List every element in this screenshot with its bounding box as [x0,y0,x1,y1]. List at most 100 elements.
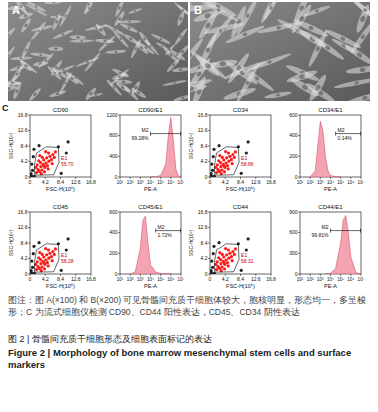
event-dot [212,155,215,158]
event-dot [50,158,53,161]
event-dot [46,164,49,167]
y-tick [208,243,210,244]
event-dot [44,150,47,153]
x-tick-label: 10¹ [117,277,124,282]
cell-nucleus [61,33,65,36]
cell-shape [52,29,74,41]
cell-nucleus [362,95,368,100]
x-tick-label: 10⁵ [157,180,164,185]
y-axis-title: SSC-H(10⁶) [188,132,194,159]
gate-percent: 99.81% [312,232,330,238]
x-tick-label: 10⁴ [327,180,334,185]
x-tick-label: 8.4 [237,179,244,185]
y-tick-label: 0 [205,271,208,277]
x-tick [300,274,301,276]
event-dot [234,150,237,153]
event-dot [226,164,229,167]
cell-shape [345,65,370,75]
plot-area [151,118,182,177]
gate-percent: 58.31 [241,258,254,264]
cell-nucleus [245,80,250,85]
event-dot [233,253,236,256]
cell-nucleus [179,16,183,21]
gate-polygon [214,244,239,272]
y-tick-label: 12.6 [18,224,28,230]
cell-shape [349,19,370,55]
cell-nucleus [315,46,321,52]
event-dot [247,140,250,143]
gate-name: M2 [338,127,345,133]
cell-shape [141,36,159,57]
event-dot [51,250,54,253]
event-dot [217,144,220,147]
cell-shape [162,79,187,86]
y-tick [298,212,300,213]
x-axis-title: PE-A [144,186,157,192]
plot-area [325,215,361,274]
y-tick [118,156,120,157]
cell-nucleus [362,8,367,13]
y-tick [118,212,120,213]
x-tick [330,274,331,276]
event-dot [45,253,48,256]
x-tick-label: 8.4 [237,276,244,282]
cell-shape [25,2,46,13]
y-tick-label: 0 [115,174,118,180]
event-dot [43,267,46,270]
cell-shape [30,52,51,58]
y-tick-label: 8.4 [21,240,28,246]
cell-nucleus [127,26,131,30]
cell-nucleus [136,91,141,95]
x-tick [181,177,182,179]
cell-nucleus [216,8,221,13]
cell-shape [264,90,292,99]
gate-end [150,132,151,136]
cell-shape [175,44,188,60]
x-tick-label: 4.2 [42,276,49,282]
y-tick [298,232,300,233]
cell-nucleus [39,53,42,56]
x-tick [350,177,351,179]
cell-nucleus [159,37,163,40]
gate-percent: 1.72% [158,232,173,238]
cell-shape [173,27,188,46]
cell-nucleus [360,34,366,40]
cell-shape [226,51,251,84]
cell-nucleus [169,53,173,57]
cell-nucleus [8,87,11,90]
y-tick [298,253,300,254]
cell-nucleus [64,81,67,84]
cell-shape [84,87,97,101]
y-tick-label: 4.2 [201,255,208,261]
x-tick [300,177,301,179]
event-dot [47,167,50,170]
chart-title: CD34/E1 [318,107,343,113]
plot-frame [210,212,271,274]
x-tick-label: 12.6 [71,179,81,185]
cell-nucleus [118,75,121,78]
y-tick-label: 16.8 [198,209,208,215]
event-dot [228,155,231,158]
gate-name: M2 [322,224,329,230]
x-tick [140,177,141,179]
cell-nucleus [179,68,183,71]
event-dot [38,154,41,157]
cell-nucleus [56,16,58,18]
y-tick [208,227,210,228]
event-dot [231,153,234,156]
x-tick-label: 0 [209,276,212,282]
x-tick [150,274,151,276]
x-tick [361,177,362,179]
event-dot [43,261,46,264]
cell-nucleus [15,89,19,94]
event-dot [53,253,56,256]
cell-nucleus [91,60,94,63]
event-dot [247,237,250,240]
x-tick [170,274,171,276]
y-tick [118,135,120,136]
x-axis-title: FSC-H(10⁶) [46,283,75,289]
y-tick [298,135,300,136]
x-tick-label: 16.8 [266,276,276,282]
gate-percent: 0.14% [338,135,353,141]
cell-nucleus [161,45,164,48]
